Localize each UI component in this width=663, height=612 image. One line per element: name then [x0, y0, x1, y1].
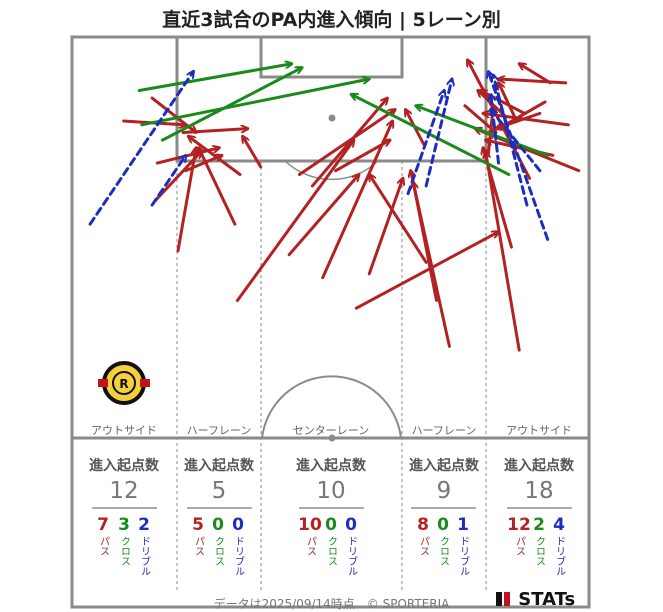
dribble-count: 0 ドリブル: [232, 515, 244, 576]
pass-arrow: [243, 136, 263, 169]
pass-arrow: [354, 232, 498, 310]
pass-arrow: [297, 110, 395, 176]
count-total: 10: [316, 478, 346, 504]
pass-arrow: [499, 83, 519, 123]
dribble-count: 2 ドリブル: [138, 515, 150, 576]
dribble-count: 4 ドリブル: [553, 515, 565, 576]
pass-count: 10 パス: [298, 515, 322, 556]
count-heading: 進入起点数: [504, 458, 574, 474]
cross-arrow: [160, 66, 302, 142]
pass-arrow: [334, 140, 390, 173]
dribble-arrow: [493, 75, 529, 207]
cross-count: 3 クロス: [118, 515, 130, 566]
pass-arrow: [367, 178, 403, 276]
centre-circle: [261, 375, 402, 439]
count-total: 9: [436, 478, 452, 504]
count-heading: 進入起点数: [296, 458, 366, 474]
pass-arrow: [321, 121, 393, 280]
chart-title: 直近3試合のPA内進入傾向 | 5レーン別: [162, 9, 501, 31]
club-crest: R: [98, 361, 150, 405]
pass-arrow: [176, 148, 196, 253]
dribble-count: 1 ドリブル: [457, 515, 469, 576]
brand-name: STATs: [518, 589, 576, 610]
penalty-spot: [328, 114, 336, 122]
cross-count: 0 クロス: [212, 515, 224, 566]
pass-count: 7 パス: [97, 515, 109, 556]
count-heading: 進入起点数: [89, 458, 159, 474]
dribble-count: 0 ドリブル: [345, 515, 357, 576]
goal-box: [259, 35, 404, 79]
lane-label-halfspace-left: ハーフレーン: [186, 424, 252, 437]
count-total: 18: [524, 478, 554, 504]
count-total: 5: [211, 478, 227, 504]
count-heading: 進入起点数: [409, 458, 479, 474]
dribble-arrow: [491, 92, 501, 165]
lane-label-outside-right: アウトサイド: [506, 424, 572, 437]
dribble-arrow: [406, 90, 444, 196]
penalty-arc: [284, 160, 379, 181]
svg-text:R: R: [119, 377, 128, 391]
count-heading: 進入起点数: [184, 458, 254, 474]
pass-count: 8 パス: [417, 515, 429, 556]
cross-count: 2 クロス: [533, 515, 545, 566]
pass-arrow: [235, 140, 353, 303]
brand-logo: STATs: [496, 589, 575, 610]
cross-count: 0 クロス: [325, 515, 337, 566]
dribble-arrow: [150, 155, 186, 207]
pass-arrow: [181, 129, 250, 134]
pass-arrow: [497, 79, 568, 85]
count-total: 12: [109, 478, 139, 504]
pass-arrow: [199, 148, 237, 226]
lane-label-outside-left: アウトサイド: [91, 424, 157, 437]
footer-note: データは2025/09/14時点 © SPORTERIA: [213, 597, 450, 611]
cross-arrow: [140, 79, 369, 127]
cross-arrow: [416, 106, 550, 157]
pitch-lines: [70, 35, 591, 609]
cross-arrow: [137, 64, 292, 92]
dribble-arrow: [88, 71, 193, 226]
pass-arrow: [486, 152, 521, 352]
entry-arrows: [88, 60, 581, 352]
pass-count: 5 パス: [192, 515, 204, 556]
dribble-arrow: [491, 110, 542, 173]
centre-spot: [328, 434, 336, 442]
lane-label-halfspace-right: ハーフレーン: [411, 424, 477, 437]
pass-arrow: [519, 64, 552, 85]
dribble-arrow: [424, 79, 452, 188]
lane-label-center: センターレーン: [292, 424, 370, 437]
pass-arrow: [413, 182, 438, 303]
pass-arrow: [463, 104, 496, 133]
pass-arrow: [188, 136, 242, 176]
cross-count: 0 クロス: [437, 515, 449, 566]
pass-arrow: [369, 174, 428, 264]
pass-arrow: [287, 174, 359, 257]
pass-count: 12 パス: [507, 515, 531, 556]
